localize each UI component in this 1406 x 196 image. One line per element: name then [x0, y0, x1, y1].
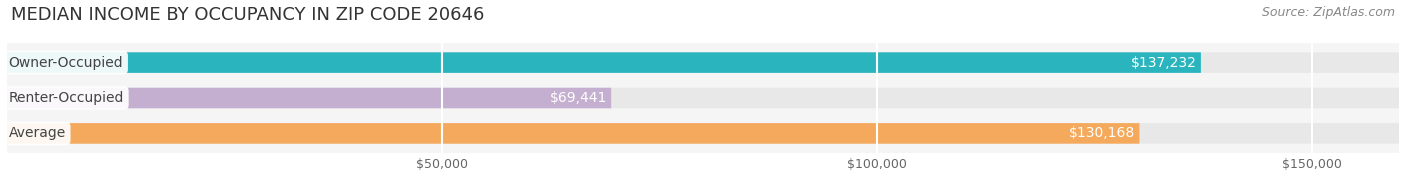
Text: Source: ZipAtlas.com: Source: ZipAtlas.com: [1261, 6, 1395, 19]
Text: MEDIAN INCOME BY OCCUPANCY IN ZIP CODE 20646: MEDIAN INCOME BY OCCUPANCY IN ZIP CODE 2…: [11, 6, 485, 24]
Text: $130,168: $130,168: [1069, 126, 1135, 140]
FancyBboxPatch shape: [7, 123, 1399, 144]
Text: Renter-Occupied: Renter-Occupied: [8, 91, 124, 105]
Text: Owner-Occupied: Owner-Occupied: [8, 56, 124, 70]
FancyBboxPatch shape: [7, 88, 1399, 108]
FancyBboxPatch shape: [7, 52, 1399, 73]
Text: $137,232: $137,232: [1130, 56, 1197, 70]
FancyBboxPatch shape: [7, 52, 1201, 73]
Text: Average: Average: [8, 126, 66, 140]
FancyBboxPatch shape: [7, 88, 612, 108]
Text: $69,441: $69,441: [550, 91, 607, 105]
FancyBboxPatch shape: [7, 123, 1139, 144]
